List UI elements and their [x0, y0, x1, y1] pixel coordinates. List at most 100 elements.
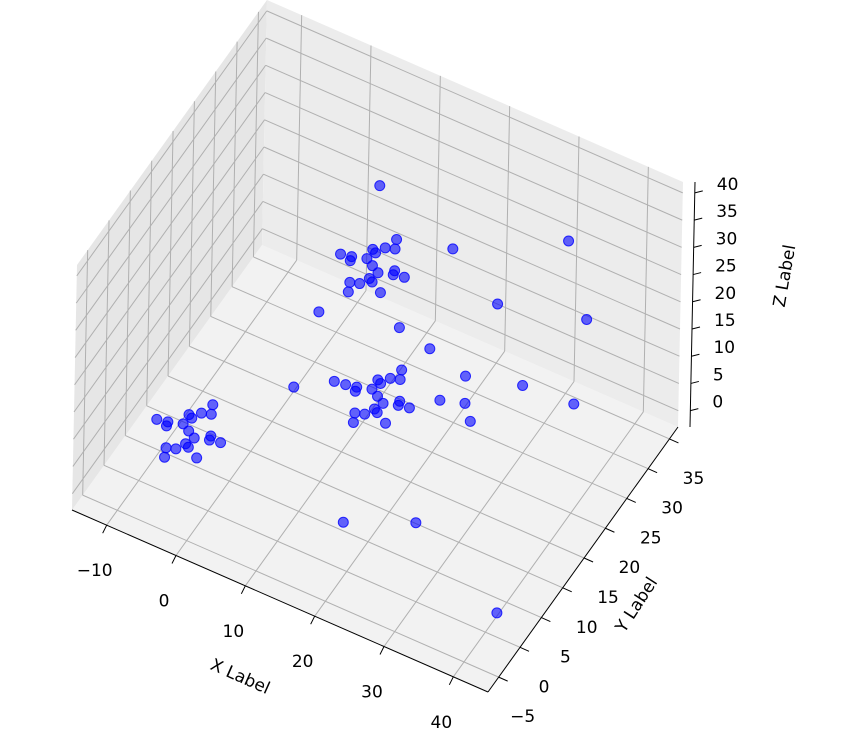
point: [464, 415, 476, 427]
z-tick: [691, 326, 701, 330]
y-tick: [519, 646, 530, 652]
grid-line: [252, 11, 259, 257]
grid-line: [146, 160, 153, 406]
point: [366, 260, 378, 272]
point: [344, 255, 356, 267]
grid-line: [253, 256, 670, 440]
grid-line: [296, 15, 303, 261]
point: [460, 370, 472, 382]
point: [394, 374, 406, 386]
grid-line: [106, 259, 298, 526]
grid-line: [167, 375, 585, 559]
point: [517, 379, 529, 391]
point: [377, 397, 389, 409]
grid-line: [210, 316, 627, 499]
pane-bottom: [72, 245, 678, 692]
point: [151, 413, 163, 425]
y-tick-label: 25: [640, 528, 662, 548]
point: [361, 253, 373, 265]
grid-line: [75, 37, 267, 304]
point: [188, 432, 200, 444]
point: [207, 399, 219, 411]
point: [410, 517, 422, 529]
y-tick: [626, 498, 636, 503]
x-tick: [102, 524, 108, 534]
point: [159, 451, 171, 463]
grid-line: [175, 290, 367, 556]
point: [170, 443, 182, 455]
point: [349, 407, 361, 419]
point: [492, 298, 504, 310]
grid-line: [266, 37, 683, 221]
x-tick-label: 10: [223, 622, 245, 642]
grid-line: [103, 220, 110, 466]
grid-line: [452, 411, 644, 678]
point: [160, 420, 172, 432]
point: [363, 272, 375, 284]
point: [335, 248, 347, 260]
point: [380, 417, 392, 429]
z-tick: [693, 244, 702, 248]
y-tick-label: 5: [560, 648, 571, 668]
z-tick: [692, 272, 702, 276]
z-axis-label: Z Label: [770, 243, 801, 308]
point: [568, 398, 580, 410]
x-axis-label: X Label: [207, 655, 273, 699]
z-axis-line: [689, 181, 696, 428]
y-tick: [669, 438, 679, 444]
grid-line: [262, 228, 679, 412]
point: [349, 385, 361, 397]
x-axis-line: [71, 509, 489, 693]
y-axis-line: [487, 426, 679, 693]
point: [396, 364, 408, 376]
z-tick: [694, 217, 703, 221]
y-tick-label: 0: [539, 677, 550, 697]
grid-line: [73, 146, 265, 413]
point: [347, 416, 359, 428]
y-tick-label: 15: [597, 588, 619, 608]
point: [288, 381, 300, 393]
z-tick: [690, 380, 700, 384]
grid-line: [76, 10, 268, 277]
grid-line: [383, 381, 575, 647]
x-tick-label: −10: [77, 561, 113, 581]
z-tick: [694, 190, 703, 194]
z-tick-label: 30: [716, 229, 738, 249]
x-tick: [448, 676, 454, 686]
point: [459, 397, 471, 409]
point: [389, 265, 401, 277]
point: [177, 418, 189, 430]
y-tick-label: −5: [510, 707, 535, 727]
point: [328, 375, 340, 387]
grid-line: [189, 345, 606, 529]
y-tick: [562, 587, 572, 593]
point: [581, 313, 593, 325]
z-tick-label: 35: [716, 202, 738, 222]
point: [398, 271, 410, 283]
grid-line: [71, 228, 263, 494]
y-tick: [605, 527, 615, 533]
z-tick-label: 5: [713, 365, 724, 385]
point: [359, 408, 371, 420]
point: [180, 438, 192, 450]
grid-line: [365, 45, 372, 291]
y-tick-label: 35: [683, 469, 705, 489]
grid-line: [264, 92, 682, 276]
x-tick: [310, 615, 316, 625]
grid-line: [642, 166, 649, 412]
x-tick-label: 0: [159, 592, 170, 612]
point: [191, 452, 203, 464]
point: [344, 276, 356, 288]
point: [186, 412, 198, 424]
pane-back: [262, 0, 683, 427]
grid-line: [266, 10, 683, 194]
grid-line: [124, 190, 131, 436]
point: [205, 430, 217, 442]
point: [424, 343, 436, 355]
grid-line: [74, 119, 265, 386]
grid-line: [265, 64, 682, 248]
point: [215, 437, 227, 449]
grid-line: [167, 131, 174, 377]
z-tick: [692, 299, 701, 303]
z-tick: [690, 408, 699, 412]
